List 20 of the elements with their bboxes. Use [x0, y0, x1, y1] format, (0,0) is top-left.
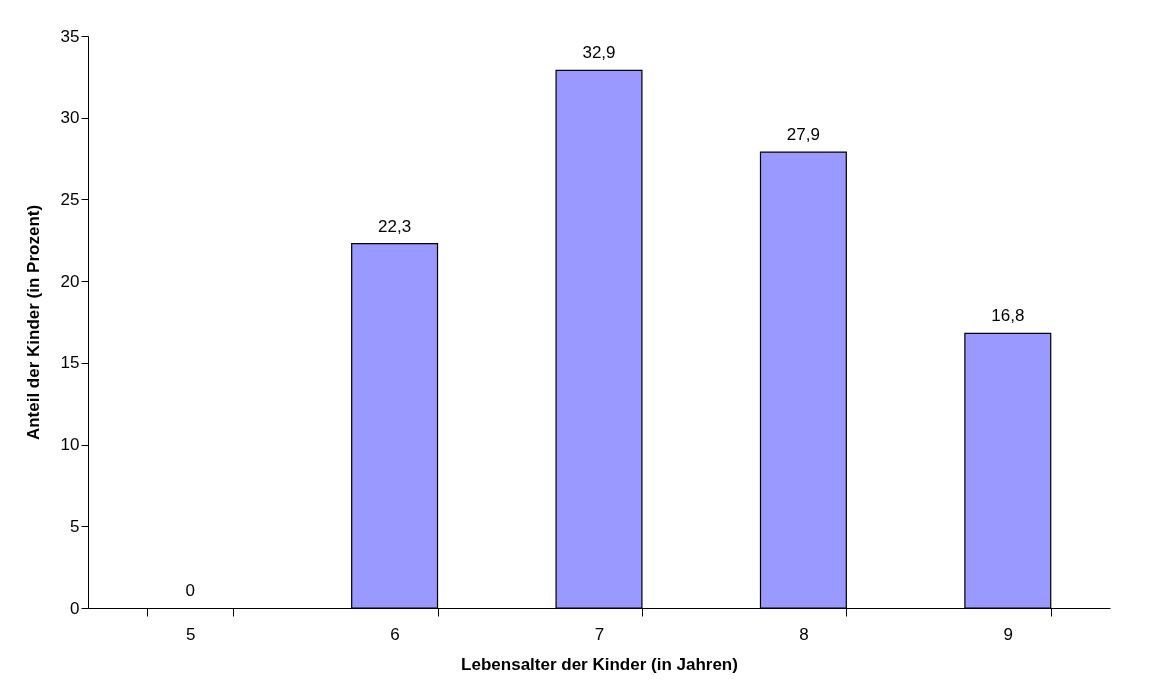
x-tick-label: 5	[185, 624, 196, 644]
x-tick-label: 7	[594, 624, 605, 644]
data-label: 22,3	[378, 216, 412, 236]
y-tick-label: 10	[60, 435, 80, 455]
x-tick-label: 8	[799, 624, 809, 644]
data-label: 16,8	[991, 306, 1025, 326]
x-tick-label: 6	[390, 624, 400, 644]
y-axis-title: Anteil der Kinder (in Prozent)	[23, 204, 43, 441]
y-tick-label: 0	[70, 598, 80, 618]
y-tick-label: 25	[60, 189, 80, 209]
x-tick-label: 9	[1003, 624, 1014, 644]
data-label: 27,9	[786, 125, 820, 145]
data-label: 0	[185, 581, 195, 600]
y-tick-label: 15	[60, 353, 80, 373]
data-label: 32,9	[582, 43, 616, 63]
x-axis-title: Lebensalter der Kinder (in Jahren)	[461, 654, 738, 674]
y-tick-label: 35	[60, 26, 80, 46]
y-tick-label: 5	[70, 516, 80, 536]
y-tick-label: 20	[60, 271, 80, 291]
y-tick-label: 30	[60, 108, 80, 128]
